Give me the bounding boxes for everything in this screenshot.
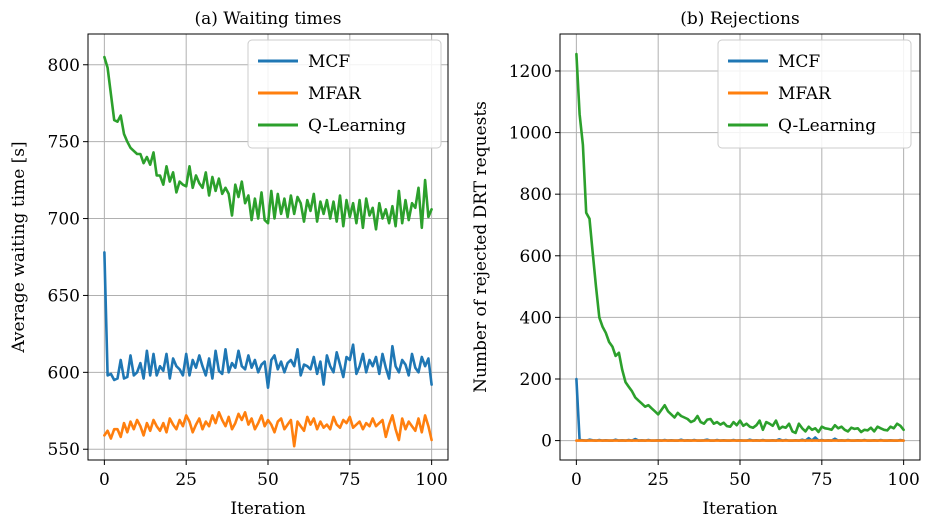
y-tick-label: 0 bbox=[541, 432, 552, 452]
series-line-mfar bbox=[103, 410, 433, 448]
x-tick-label: 25 bbox=[647, 470, 669, 490]
y-tick-label: 650 bbox=[48, 286, 80, 306]
legend-label: MFAR bbox=[778, 84, 832, 104]
chart-panel-1: 0 25 50 75 100 550 600 650 700 750 800 (a) Waiting … bbox=[9, 9, 449, 519]
series-line-mcf bbox=[103, 251, 433, 390]
x-tick-label: 50 bbox=[729, 470, 751, 490]
x-tick-label: 50 bbox=[257, 470, 279, 490]
chart-title: (b) Rejections bbox=[680, 9, 799, 29]
x-tick-label: 0 bbox=[571, 470, 582, 490]
legend-label: MCF bbox=[308, 52, 350, 72]
x-tick-label: 100 bbox=[887, 470, 919, 490]
legend: MCF MFAR Q-Learning bbox=[717, 39, 912, 149]
y-tick-label: 200 bbox=[520, 370, 552, 390]
legend-box bbox=[247, 39, 442, 149]
y-tick-label: 750 bbox=[48, 133, 80, 153]
x-tick-label: 25 bbox=[175, 470, 197, 490]
y-tick-label: 550 bbox=[48, 440, 80, 460]
y-tick-label: 600 bbox=[48, 363, 80, 383]
x-tick-label: 0 bbox=[99, 470, 110, 490]
legend-label: Q-Learning bbox=[308, 116, 406, 136]
x-tick-label: 75 bbox=[339, 470, 361, 490]
y-axis-label: Average waiting time [s] bbox=[9, 141, 29, 353]
y-tick-label: 700 bbox=[48, 210, 80, 230]
legend: MCF MFAR Q-Learning bbox=[247, 39, 442, 149]
y-tick-label: 800 bbox=[520, 185, 552, 205]
y-tick-label: 400 bbox=[520, 308, 552, 328]
y-tick-label: 600 bbox=[520, 247, 552, 267]
y-axis-label: Number of rejected DRT requests bbox=[471, 101, 491, 393]
legend-label: Q-Learning bbox=[778, 116, 876, 136]
x-tick-label: 100 bbox=[415, 470, 447, 490]
x-axis-label: Iteration bbox=[230, 499, 305, 519]
legend-label: MCF bbox=[778, 52, 820, 72]
x-axis-label: Iteration bbox=[702, 499, 777, 519]
legend-box bbox=[717, 39, 912, 149]
y-tick-label: 1200 bbox=[509, 62, 552, 82]
series-line-q-learning bbox=[103, 55, 433, 231]
y-tick-label: 1000 bbox=[509, 124, 552, 144]
chart-title: (a) Waiting times bbox=[194, 9, 341, 29]
legend-label: MFAR bbox=[308, 84, 362, 104]
y-tick-label: 800 bbox=[48, 56, 80, 76]
series-line-q-learning bbox=[575, 52, 905, 435]
x-tick-label: 75 bbox=[811, 470, 833, 490]
